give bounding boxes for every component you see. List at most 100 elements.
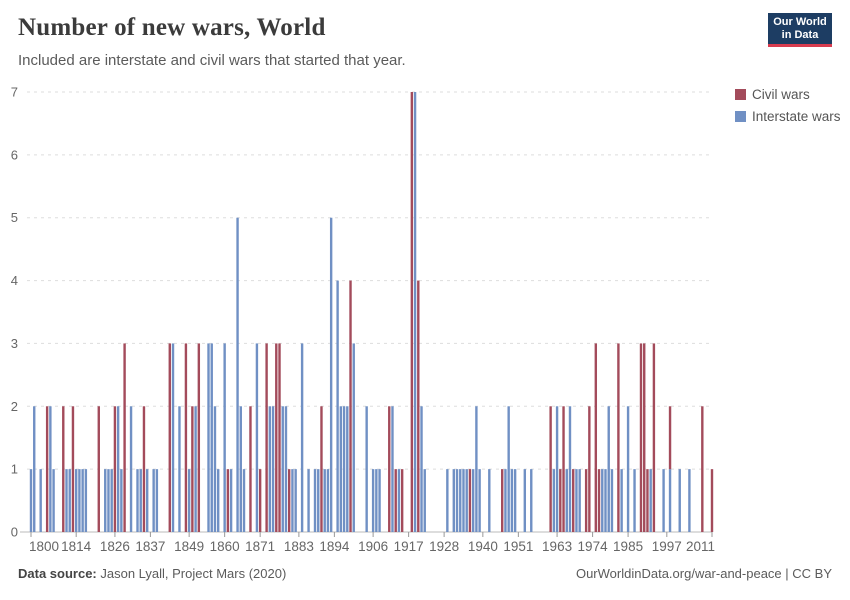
bar-interstate-1879[interactable] xyxy=(284,406,288,532)
bar-civil-1876[interactable] xyxy=(275,343,278,532)
bar-interstate-1932[interactable] xyxy=(455,469,459,532)
bar-interstate-1806[interactable] xyxy=(49,406,52,532)
bar-interstate-1878[interactable] xyxy=(281,406,284,532)
bar-interstate-1851[interactable] xyxy=(194,406,197,532)
bar-interstate-1858[interactable] xyxy=(216,469,220,532)
bar-interstate-1953[interactable] xyxy=(523,469,527,532)
bar-interstate-1856[interactable] xyxy=(210,343,213,532)
bar-interstate-1811[interactable] xyxy=(65,469,68,532)
bar-civil-1843[interactable] xyxy=(168,343,171,532)
bar-interstate-1834[interactable] xyxy=(139,469,142,532)
bar-civil-1821[interactable] xyxy=(97,406,100,532)
bar-interstate-1955[interactable] xyxy=(530,469,533,532)
bar-interstate-1985[interactable] xyxy=(626,406,630,532)
bar-interstate-1937[interactable] xyxy=(471,469,475,532)
bar-interstate-1948[interactable] xyxy=(507,406,510,532)
bar-civil-1890[interactable] xyxy=(320,406,323,532)
bar-interstate-1803[interactable] xyxy=(39,469,42,532)
bar-interstate-1977[interactable] xyxy=(601,469,604,532)
bar-interstate-1800[interactable] xyxy=(29,469,33,532)
bar-interstate-1980[interactable] xyxy=(610,469,614,532)
legend-item-civil-wars[interactable]: Civil wars xyxy=(735,87,841,102)
bar-civil-1973[interactable] xyxy=(588,406,591,532)
bar-interstate-1967[interactable] xyxy=(568,406,572,532)
bar-interstate-1942[interactable] xyxy=(488,469,491,532)
bar-interstate-1939[interactable] xyxy=(478,469,481,532)
bar-civil-1848[interactable] xyxy=(184,343,188,532)
bar-interstate-1836[interactable] xyxy=(145,469,149,532)
bar-interstate-1914[interactable] xyxy=(397,469,401,532)
bar-interstate-1862[interactable] xyxy=(229,469,233,532)
bar-interstate-1864[interactable] xyxy=(236,217,239,532)
bar-interstate-1987[interactable] xyxy=(633,469,636,532)
bar-civil-1877[interactable] xyxy=(278,343,281,532)
bar-civil-1911[interactable] xyxy=(388,406,391,532)
bar-interstate-1817[interactable] xyxy=(84,469,88,532)
bar-interstate-1900[interactable] xyxy=(352,343,355,532)
bar-interstate-1969[interactable] xyxy=(575,469,578,532)
bar-interstate-1933[interactable] xyxy=(459,469,462,532)
bar-interstate-1906[interactable] xyxy=(371,469,375,532)
bar-civil-1989[interactable] xyxy=(639,343,643,532)
bar-interstate-1898[interactable] xyxy=(346,406,349,532)
bar-interstate-1844[interactable] xyxy=(171,343,175,532)
bar-interstate-2001[interactable] xyxy=(678,469,681,532)
bar-interstate-1812[interactable] xyxy=(68,469,71,532)
bar-interstate-1838[interactable] xyxy=(152,469,155,532)
bar-interstate-1935[interactable] xyxy=(465,469,468,532)
bar-interstate-1875[interactable] xyxy=(271,406,275,532)
bar-interstate-2004[interactable] xyxy=(688,469,691,532)
bar-interstate-1816[interactable] xyxy=(81,469,84,532)
bar-interstate-1888[interactable] xyxy=(313,469,317,532)
bar-interstate-1949[interactable] xyxy=(510,469,514,532)
bar-interstate-1827[interactable] xyxy=(116,406,120,532)
bar-interstate-1983[interactable] xyxy=(620,469,623,532)
bar-civil-1880[interactable] xyxy=(287,469,291,532)
bar-civil-1826[interactable] xyxy=(113,406,117,532)
bar-interstate-1831[interactable] xyxy=(129,406,133,532)
bar-civil-1972[interactable] xyxy=(584,469,588,532)
bar-civil-1965[interactable] xyxy=(562,406,565,532)
bar-interstate-1824[interactable] xyxy=(107,469,110,532)
bar-interstate-1996[interactable] xyxy=(662,469,665,532)
bar-interstate-1970[interactable] xyxy=(578,469,581,532)
bar-interstate-1815[interactable] xyxy=(78,469,81,532)
bar-civil-1918[interactable] xyxy=(410,92,414,532)
bar-interstate-1828[interactable] xyxy=(120,469,123,532)
bar-civil-1990[interactable] xyxy=(643,343,646,532)
bar-civil-1975[interactable] xyxy=(594,343,598,532)
bar-interstate-1895[interactable] xyxy=(336,280,339,532)
bar-civil-1861[interactable] xyxy=(226,469,230,532)
bar-civil-1868[interactable] xyxy=(249,406,252,532)
bar-interstate-1807[interactable] xyxy=(52,469,55,532)
bar-interstate-1891[interactable] xyxy=(323,469,326,532)
bar-interstate-1897[interactable] xyxy=(342,406,346,532)
bar-civil-1998[interactable] xyxy=(668,406,672,470)
bar-interstate-1886[interactable] xyxy=(307,469,310,532)
bar-civil-1964[interactable] xyxy=(559,469,562,532)
bar-civil-1852[interactable] xyxy=(197,343,201,532)
legend-item-interstate-wars[interactable]: Interstate wars xyxy=(735,109,841,124)
bar-civil-1873[interactable] xyxy=(265,343,268,532)
bar-interstate-1865[interactable] xyxy=(239,406,242,532)
bar-interstate-1881[interactable] xyxy=(291,469,294,532)
bar-interstate-1912[interactable] xyxy=(391,406,394,532)
bar-civil-1993[interactable] xyxy=(652,343,656,532)
bar-interstate-1825[interactable] xyxy=(110,469,113,532)
bar-civil-1835[interactable] xyxy=(142,406,146,532)
bar-interstate-1860[interactable] xyxy=(223,343,226,532)
bar-civil-1915[interactable] xyxy=(400,469,404,532)
bar-interstate-1896[interactable] xyxy=(339,406,343,532)
bar-civil-1813[interactable] xyxy=(71,406,75,532)
bar-civil-1982[interactable] xyxy=(617,343,620,532)
bar-interstate-1874[interactable] xyxy=(268,406,272,532)
bar-interstate-1857[interactable] xyxy=(213,406,217,532)
bar-civil-1976[interactable] xyxy=(597,469,601,532)
bar-interstate-1893[interactable] xyxy=(329,217,333,532)
owid-logo[interactable]: Our World in Data xyxy=(768,13,832,47)
bar-interstate-1931[interactable] xyxy=(452,469,456,532)
bar-interstate-1947[interactable] xyxy=(504,469,507,532)
bar-interstate-1866[interactable] xyxy=(242,469,246,532)
bar-interstate-1929[interactable] xyxy=(446,469,449,532)
citation-link[interactable]: OurWorldinData.org/war-and-peace | CC BY xyxy=(575,566,832,581)
